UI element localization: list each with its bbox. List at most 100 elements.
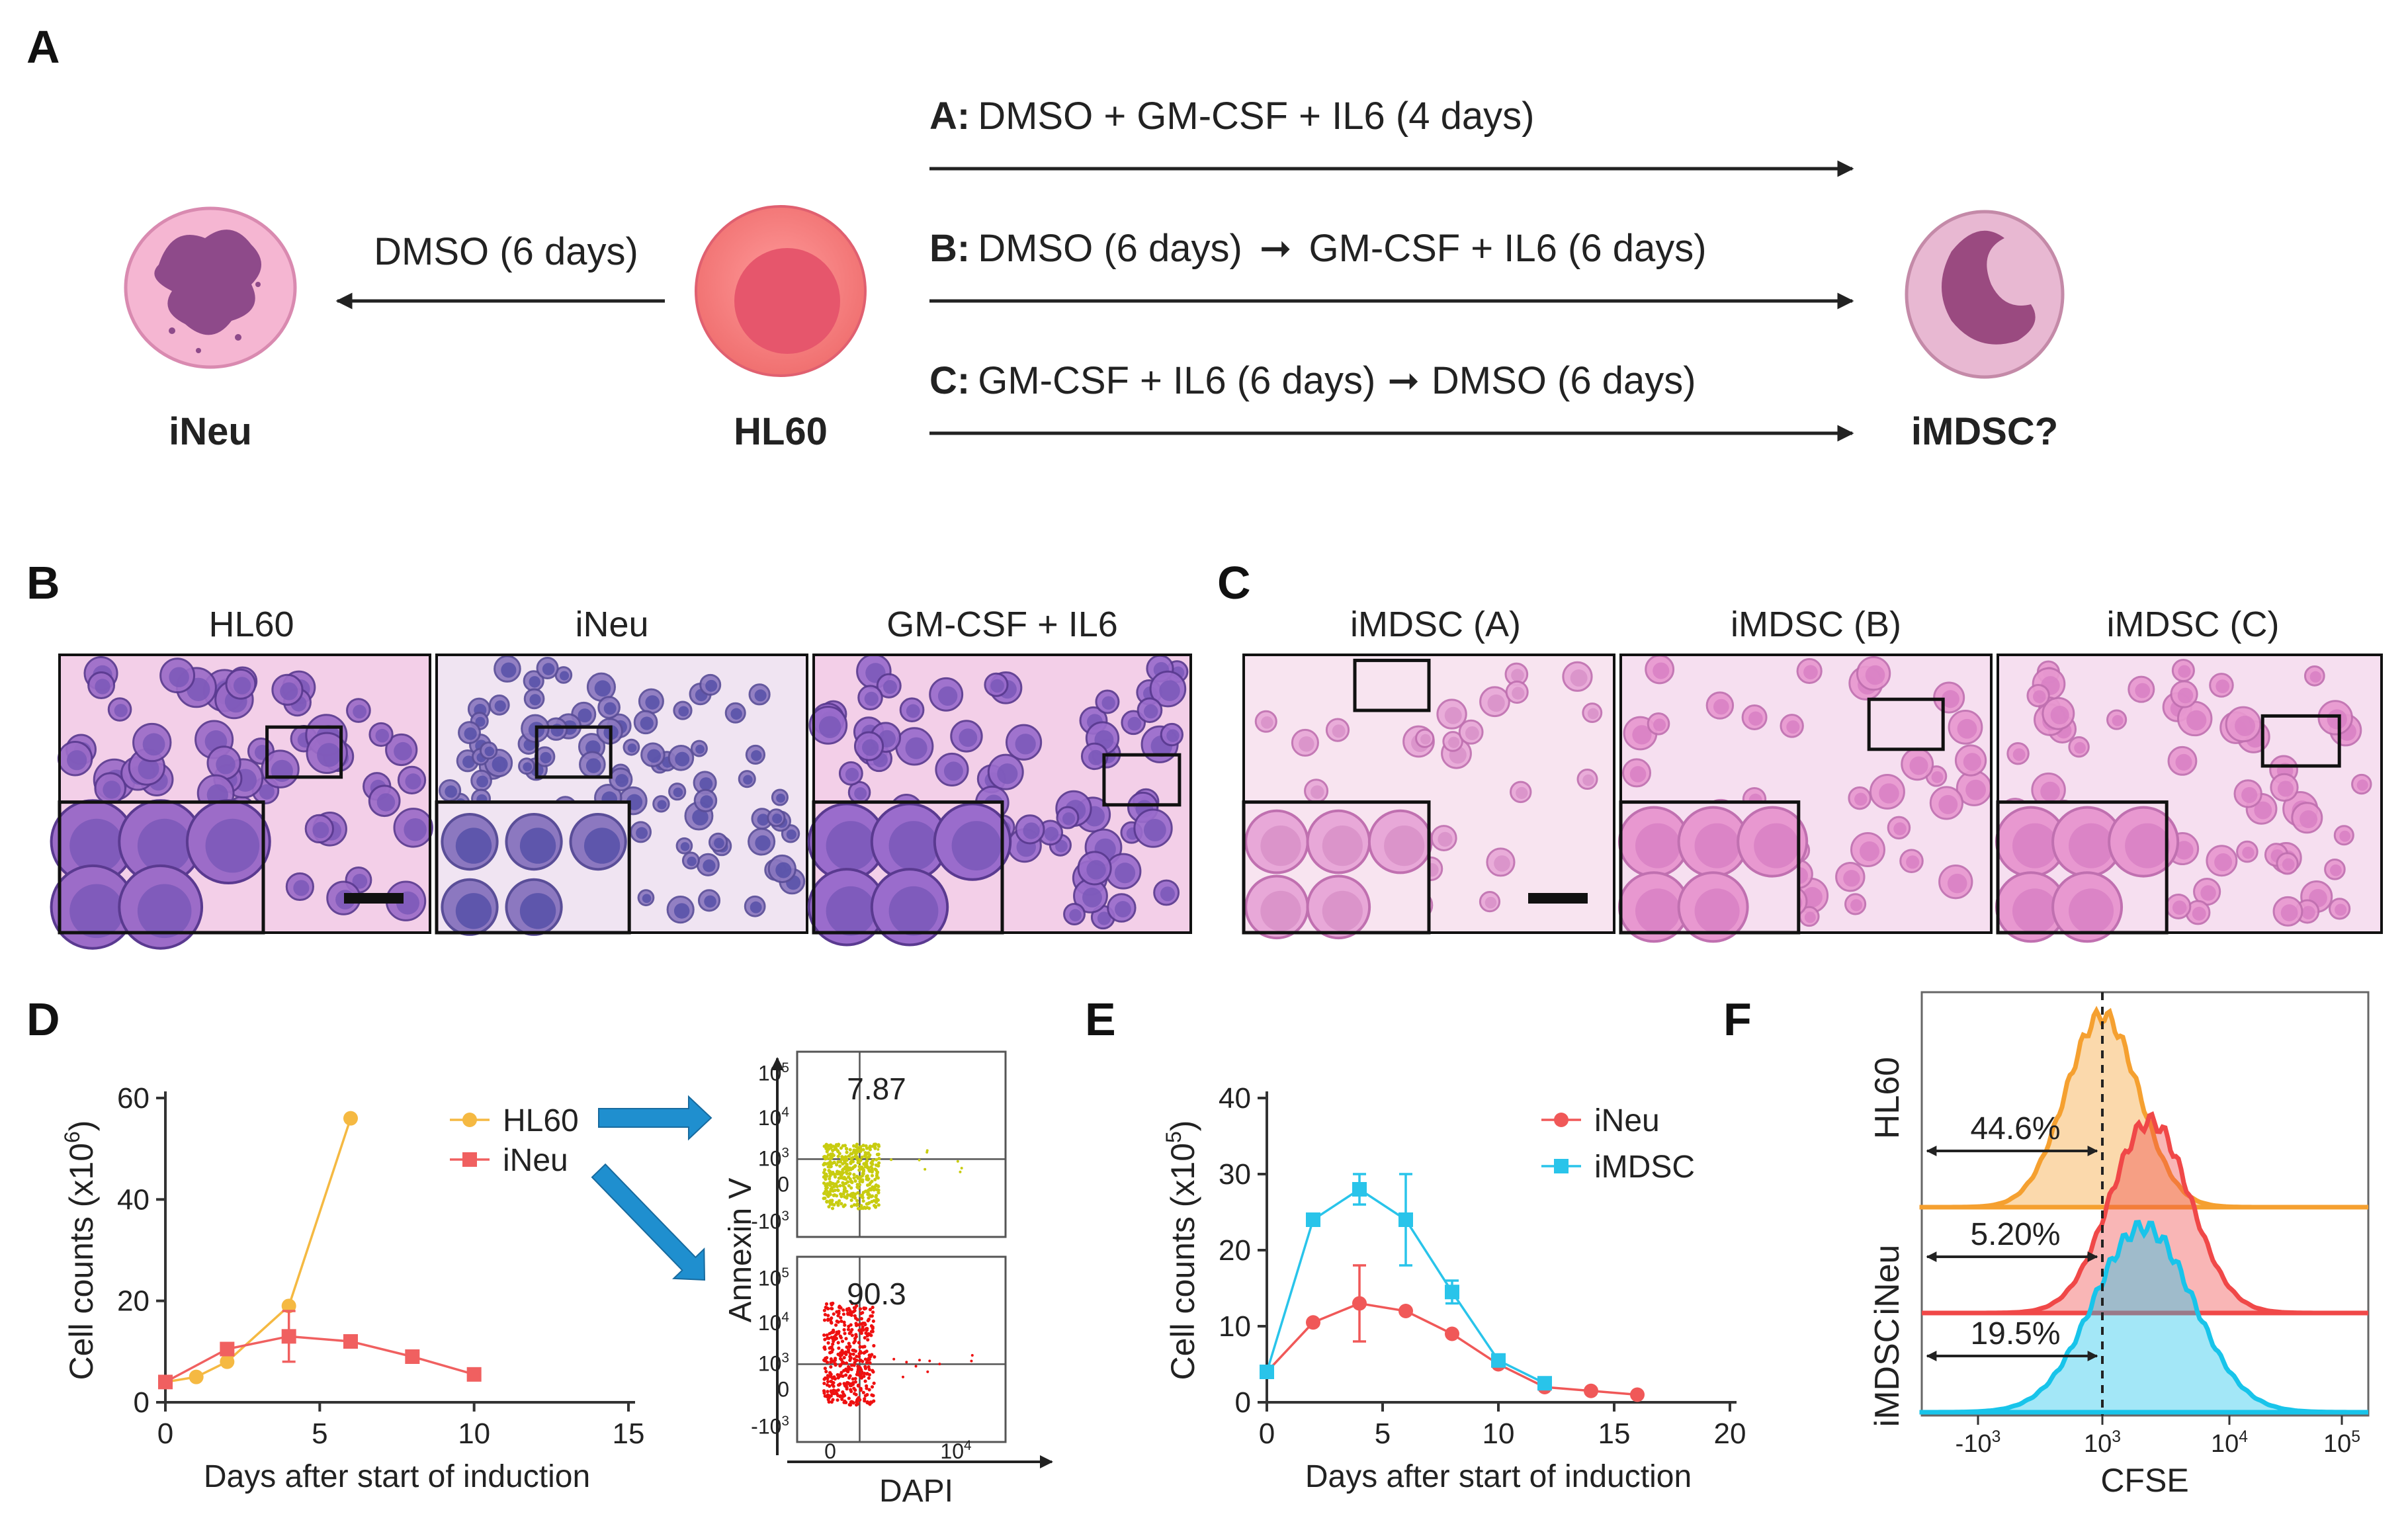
cell-nucleus	[2254, 801, 2272, 820]
flow-event	[835, 1319, 839, 1324]
flow-event	[858, 1179, 862, 1183]
flow-event	[825, 1193, 829, 1197]
cell-nucleus	[2135, 683, 2151, 698]
flow-event	[861, 1148, 865, 1152]
flow-event	[856, 1161, 860, 1165]
flow-event	[859, 1194, 863, 1198]
flow-event	[858, 1345, 862, 1349]
cell-nucleus	[1159, 680, 1180, 701]
flow-event	[836, 1188, 840, 1192]
cell-nucleus	[1941, 690, 1959, 708]
flow-event	[841, 1308, 845, 1312]
flow-event	[839, 1351, 843, 1355]
flow-event	[847, 1166, 852, 1170]
flow-event	[864, 1144, 868, 1148]
cell-nucleus	[1420, 734, 1431, 745]
panel-letter-b: B	[26, 557, 60, 609]
cell-nucleus	[523, 762, 533, 772]
flow-event	[874, 1163, 879, 1167]
histogram-ineu	[1922, 1111, 2368, 1316]
x-axis-title: Days after start of induction	[1305, 1459, 1692, 1494]
histogram-imdsc	[1919, 1220, 2369, 1415]
cell-nucleus	[103, 781, 121, 799]
flow-event	[845, 1150, 849, 1154]
flow-event	[852, 1176, 856, 1180]
flow-event	[859, 1388, 863, 1392]
y-tick-label: 10	[1219, 1310, 1251, 1343]
cell-nucleus	[1465, 726, 1479, 740]
y-tick-label: 40	[1219, 1082, 1251, 1115]
cell-nucleus	[492, 756, 508, 773]
flow-event	[856, 1365, 860, 1369]
inset-nucleus	[2012, 823, 2057, 868]
cell-nucleus	[905, 737, 927, 759]
flow-event	[826, 1398, 830, 1402]
flow-event	[834, 1201, 839, 1205]
flow-event	[836, 1160, 840, 1164]
cell-nucleus	[1587, 708, 1599, 720]
inset-nucleus	[1260, 826, 1301, 867]
flow-event	[859, 1358, 863, 1363]
panel-letter-c: C	[1217, 557, 1251, 609]
flow-event	[863, 1154, 867, 1158]
flow-event	[843, 1161, 847, 1165]
flow-event	[861, 1325, 865, 1329]
cell-nucleus	[375, 728, 390, 743]
micrograph-imdsc-b	[1618, 654, 1993, 943]
flow-event	[827, 1336, 831, 1340]
data-point	[1584, 1383, 1598, 1398]
flow-event	[850, 1301, 854, 1305]
cell-nucleus	[2309, 671, 2321, 683]
flow-event	[832, 1185, 836, 1189]
cell-nucleus	[2186, 710, 2207, 731]
flow-y-tick: 103	[758, 1351, 789, 1376]
flow-event-sparse	[918, 1359, 921, 1362]
flow-event	[862, 1306, 866, 1310]
flow-event	[838, 1354, 843, 1358]
cell-nucleus	[317, 743, 341, 767]
data-point	[1352, 1182, 1367, 1197]
flow-event	[828, 1318, 833, 1322]
cell-nucleus	[776, 793, 786, 803]
cell-nucleus	[1653, 718, 1666, 732]
flow-event	[826, 1165, 830, 1169]
flow-event	[843, 1203, 847, 1207]
flow-event	[849, 1310, 853, 1315]
flow-event-sparse	[901, 1375, 904, 1378]
flow-event	[854, 1322, 858, 1326]
cell-nucleus	[445, 785, 457, 798]
flow-event	[822, 1333, 826, 1337]
cell-nucleus	[642, 894, 652, 904]
cell-nucleus	[1938, 794, 1958, 814]
flow-event-sparse	[905, 1361, 908, 1364]
flow-event	[842, 1355, 846, 1360]
cell-nucleus	[1082, 887, 1102, 908]
inset-nucleus	[519, 893, 556, 929]
cell-nucleus	[1804, 911, 1816, 923]
flow-event	[861, 1191, 865, 1195]
cell-nucleus	[475, 716, 486, 727]
flow-event	[849, 1205, 853, 1208]
flow-percent-ineu: 90.3	[847, 1277, 906, 1311]
flow-event	[867, 1353, 871, 1357]
flow-event-sparse	[928, 1359, 931, 1363]
flow-event	[873, 1146, 877, 1150]
flow-event	[839, 1316, 843, 1320]
flow-event	[831, 1148, 835, 1152]
route-a-text: A: DMSO + GM-CSF + IL6 (4 days)	[929, 95, 1534, 138]
flow-event	[865, 1372, 869, 1376]
flow-event	[869, 1188, 873, 1192]
cell-nucleus	[862, 739, 879, 756]
flow-y-tick: -103	[751, 1208, 789, 1234]
flow-event	[832, 1193, 836, 1197]
hist-x-tick-label: 103	[2084, 1428, 2121, 1458]
flow-event	[867, 1168, 871, 1172]
flow-event	[849, 1367, 853, 1371]
flow-event	[871, 1185, 875, 1189]
flow-event	[830, 1400, 834, 1404]
flow-event	[872, 1343, 876, 1348]
flow-event	[853, 1196, 857, 1200]
cell-nucleus	[312, 822, 329, 839]
cell-nucleus	[353, 704, 367, 719]
flow-event	[859, 1158, 863, 1162]
